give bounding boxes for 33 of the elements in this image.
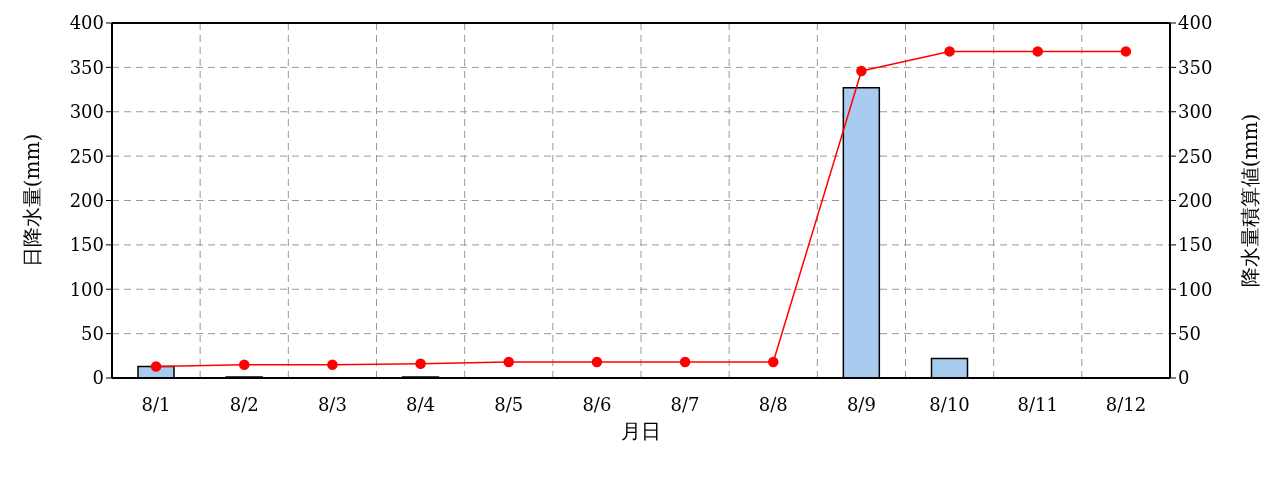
x-axis-title: 月日 xyxy=(621,419,661,443)
x-tick-label: 8/6 xyxy=(582,393,612,415)
x-tick-label: 8/5 xyxy=(494,393,524,415)
y-tick-label: 50 xyxy=(81,323,104,345)
y-tick-label: 150 xyxy=(69,234,104,256)
y2-tick-label: 350 xyxy=(1178,56,1213,78)
y2-tick-label: 50 xyxy=(1178,323,1201,345)
y2-tick-label: 200 xyxy=(1178,189,1213,211)
y2-tick-label: 300 xyxy=(1178,101,1213,123)
y-tick-label: 300 xyxy=(69,101,104,123)
x-tick-label: 8/1 xyxy=(141,393,171,415)
y-axis-title: 日降水量(mm) xyxy=(20,133,45,268)
x-tick-label: 8/3 xyxy=(317,393,347,415)
y2-tick-label: 400 xyxy=(1178,12,1213,34)
y-tick-label: 200 xyxy=(69,189,104,211)
y2-tick-label: 150 xyxy=(1178,234,1213,256)
y-tick-label: 100 xyxy=(69,278,104,300)
y2-axis-title: 降水量積算値(mm) xyxy=(1238,113,1263,288)
y2-tick-label: 250 xyxy=(1178,145,1213,167)
x-tick-label: 8/8 xyxy=(758,393,788,415)
x-tick-label: 8/10 xyxy=(929,393,970,415)
x-tick-label: 8/9 xyxy=(846,393,876,415)
y-tick-label: 0 xyxy=(92,367,104,389)
x-tick-label: 8/12 xyxy=(1105,393,1147,415)
x-tick-label: 8/4 xyxy=(406,393,436,415)
y2-tick-label: 100 xyxy=(1178,278,1213,300)
y-tick-label: 250 xyxy=(69,145,104,167)
y2-tick-label: 0 xyxy=(1178,367,1190,389)
y-tick-label: 400 xyxy=(69,12,104,34)
x-tick-label: 8/7 xyxy=(670,393,700,415)
x-tick-label: 8/2 xyxy=(229,393,259,415)
y-tick-label: 350 xyxy=(69,56,104,78)
x-tick-label: 8/11 xyxy=(1017,393,1058,415)
